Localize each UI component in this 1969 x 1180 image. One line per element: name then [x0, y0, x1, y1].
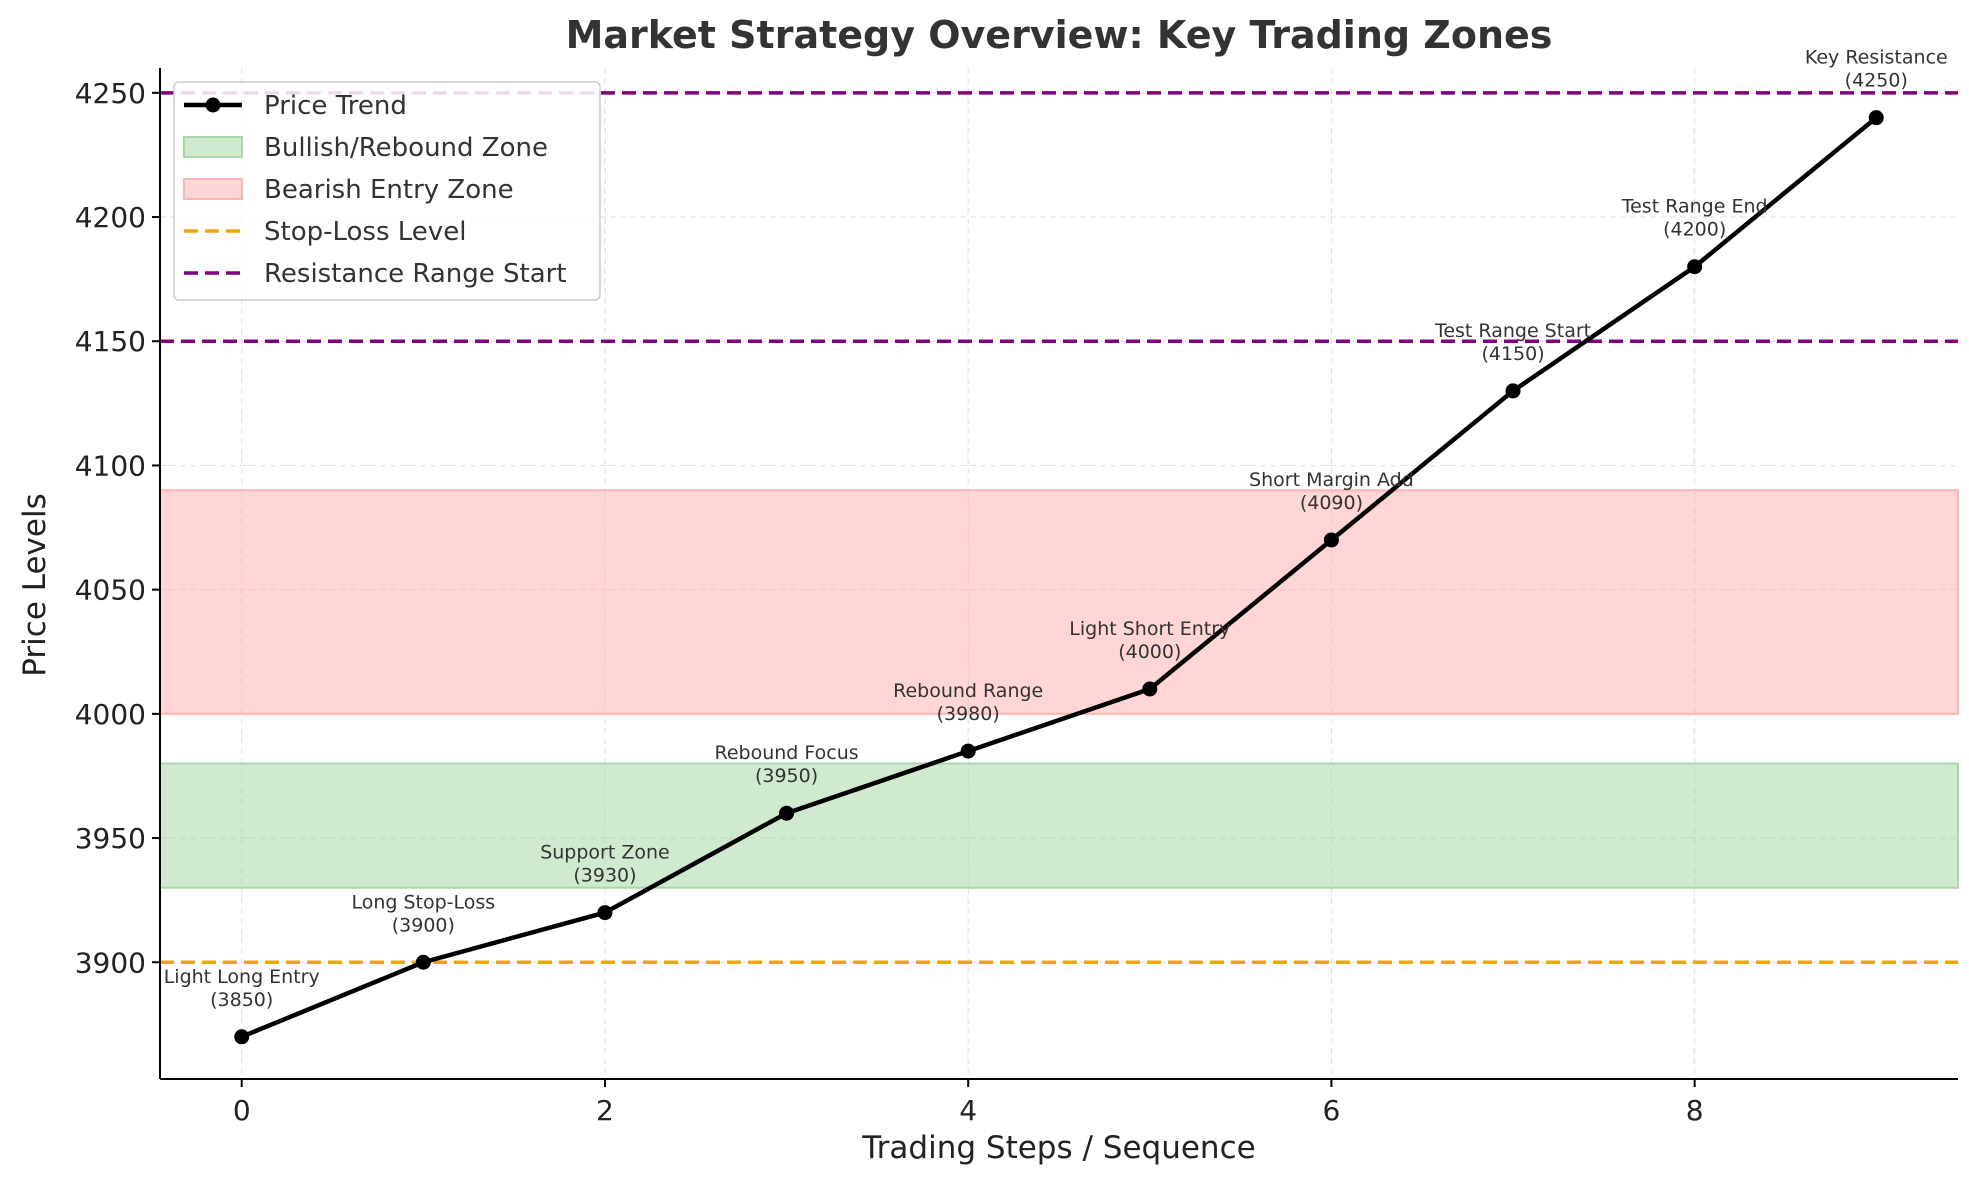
data-point [1142, 681, 1158, 697]
annotation-value: (4000) [1118, 641, 1181, 663]
legend-entry-label: Bullish/Rebound Zone [264, 133, 548, 163]
annotation-label: Rebound Range [893, 680, 1043, 702]
data-point [1323, 532, 1339, 548]
x-tick-label: 2 [596, 1094, 614, 1127]
plot-area: Light Long Entry(3850) Long Stop-Loss(390… [75, 47, 1959, 1127]
annotation-value: (4200) [1663, 219, 1726, 241]
annotation-value: (3980) [937, 703, 1000, 725]
data-point [1687, 259, 1703, 275]
annotation-value: (4090) [1300, 492, 1363, 514]
zone-band [159, 489, 1959, 715]
annotation-label: Test Range Start [1434, 320, 1591, 342]
annotation-value: (3850) [210, 989, 273, 1011]
y-axis-label: Price Levels [17, 493, 53, 676]
annotation-value: (3900) [392, 914, 455, 936]
x-tick-label: 8 [1686, 1094, 1704, 1127]
annotation-value: (3930) [573, 865, 636, 887]
legend-entry-label: Resistance Range Start [264, 259, 567, 289]
y-tick-label: 3900 [75, 946, 146, 979]
data-point [597, 905, 613, 921]
annotation-label: Key Resistance [1805, 47, 1948, 69]
annotation-label: Long Stop-Loss [351, 891, 495, 913]
legend-swatch-marker [205, 97, 221, 113]
legend: Price Trend Bullish/Rebound Zone Bearish E… [173, 81, 601, 301]
series-line [240, 115, 1878, 1039]
y-tick-label: 4250 [75, 77, 146, 110]
annotation-value: (4250) [1845, 70, 1908, 92]
y-tick-label: 3950 [75, 822, 146, 855]
annotation-value: (3950) [755, 765, 818, 787]
annotation-label: Rebound Focus [714, 742, 858, 764]
annotation-label: Short Margin Add [1249, 469, 1414, 491]
y-tick-label: 4100 [75, 449, 146, 482]
legend-swatch-patch [183, 136, 243, 158]
x-tick-label: 0 [233, 1094, 251, 1127]
y-tick-label: 4150 [75, 325, 146, 358]
x-tick-label: 4 [959, 1094, 977, 1127]
data-point [1868, 110, 1884, 126]
data-point [960, 743, 976, 759]
x-tick-label: 6 [1323, 1094, 1341, 1127]
data-point [1505, 383, 1521, 399]
data-point [415, 954, 431, 970]
zone-band [159, 762, 1959, 889]
chart-title: Market Strategy Overview: Key Trading Zo… [566, 13, 1553, 57]
annotation-label: Support Zone [540, 842, 670, 864]
y-tick-label: 4000 [75, 698, 146, 731]
legend-entry-label: Stop-Loss Level [264, 217, 466, 247]
legend-frame [173, 81, 601, 301]
legend-swatch-patch [183, 178, 243, 200]
annotation-label: Light Short Entry [1069, 618, 1230, 640]
annotation-label: Test Range End [1621, 196, 1768, 218]
x-axis-label: Trading Steps / Sequence [861, 1130, 1255, 1166]
y-tick-label: 4200 [75, 201, 146, 234]
data-point [234, 1029, 250, 1045]
annotation-value: (4150) [1481, 343, 1544, 365]
data-point [779, 805, 795, 821]
annotation-label: Light Long Entry [164, 966, 320, 988]
legend-entry-label: Price Trend [264, 91, 407, 121]
y-tick-label: 4050 [75, 574, 146, 607]
legend-entry-label: Bearish Entry Zone [264, 175, 514, 205]
